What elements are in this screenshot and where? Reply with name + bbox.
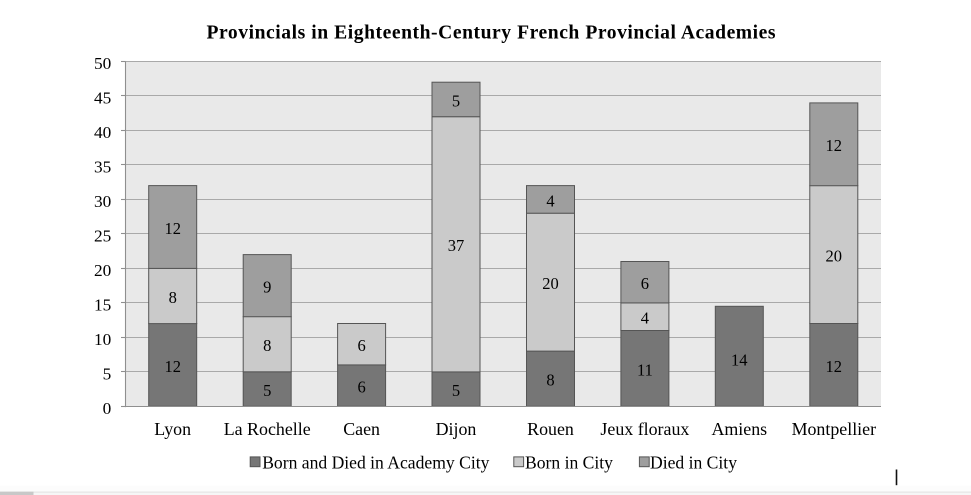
svg-text:12: 12 — [826, 357, 843, 376]
svg-text:30: 30 — [94, 192, 111, 211]
svg-text:Jeux floraux: Jeux floraux — [600, 419, 689, 439]
svg-text:9: 9 — [263, 278, 271, 297]
svg-text:Amiens: Amiens — [711, 419, 767, 439]
svg-text:Provincials in Eighteenth-Cent: Provincials in Eighteenth-Century French… — [206, 23, 776, 44]
svg-text:15: 15 — [94, 296, 111, 315]
svg-text:5: 5 — [452, 91, 460, 110]
svg-text:6: 6 — [357, 336, 365, 355]
svg-text:12: 12 — [164, 219, 181, 238]
svg-text:20: 20 — [94, 261, 111, 280]
svg-text:0: 0 — [103, 399, 112, 418]
svg-text:20: 20 — [826, 247, 843, 266]
svg-text:Caen: Caen — [343, 419, 380, 439]
svg-text:10: 10 — [94, 330, 111, 349]
svg-text:5: 5 — [263, 381, 271, 400]
svg-text:45: 45 — [94, 89, 111, 108]
svg-text:37: 37 — [448, 236, 465, 255]
svg-text:8: 8 — [546, 371, 554, 390]
svg-text:25: 25 — [94, 227, 111, 246]
svg-text:4: 4 — [546, 191, 554, 210]
svg-text:Montpellier: Montpellier — [792, 419, 877, 439]
svg-text:6: 6 — [357, 378, 365, 397]
svg-text:6: 6 — [641, 274, 649, 293]
svg-text:5: 5 — [452, 381, 460, 400]
svg-text:Lyon: Lyon — [154, 419, 191, 439]
svg-text:5: 5 — [103, 364, 112, 383]
svg-text:35: 35 — [94, 158, 111, 177]
svg-text:8: 8 — [263, 336, 271, 355]
svg-text:Dijon: Dijon — [436, 419, 477, 439]
svg-text:12: 12 — [826, 136, 843, 155]
svg-text:Rouen: Rouen — [527, 419, 574, 439]
svg-text:50: 50 — [94, 54, 111, 73]
svg-text:40: 40 — [94, 123, 111, 142]
svg-text:Born in City: Born in City — [525, 453, 613, 473]
svg-text:4: 4 — [641, 309, 649, 328]
svg-text:8: 8 — [169, 288, 177, 307]
svg-text:20: 20 — [542, 274, 559, 293]
svg-text:11: 11 — [637, 360, 653, 379]
svg-text:La Rochelle: La Rochelle — [224, 419, 311, 439]
svg-text:Died in City: Died in City — [650, 453, 737, 473]
svg-text:12: 12 — [164, 357, 181, 376]
svg-text:14: 14 — [731, 351, 748, 370]
svg-text:Born and Died in Academy City: Born and Died in Academy City — [262, 453, 489, 473]
